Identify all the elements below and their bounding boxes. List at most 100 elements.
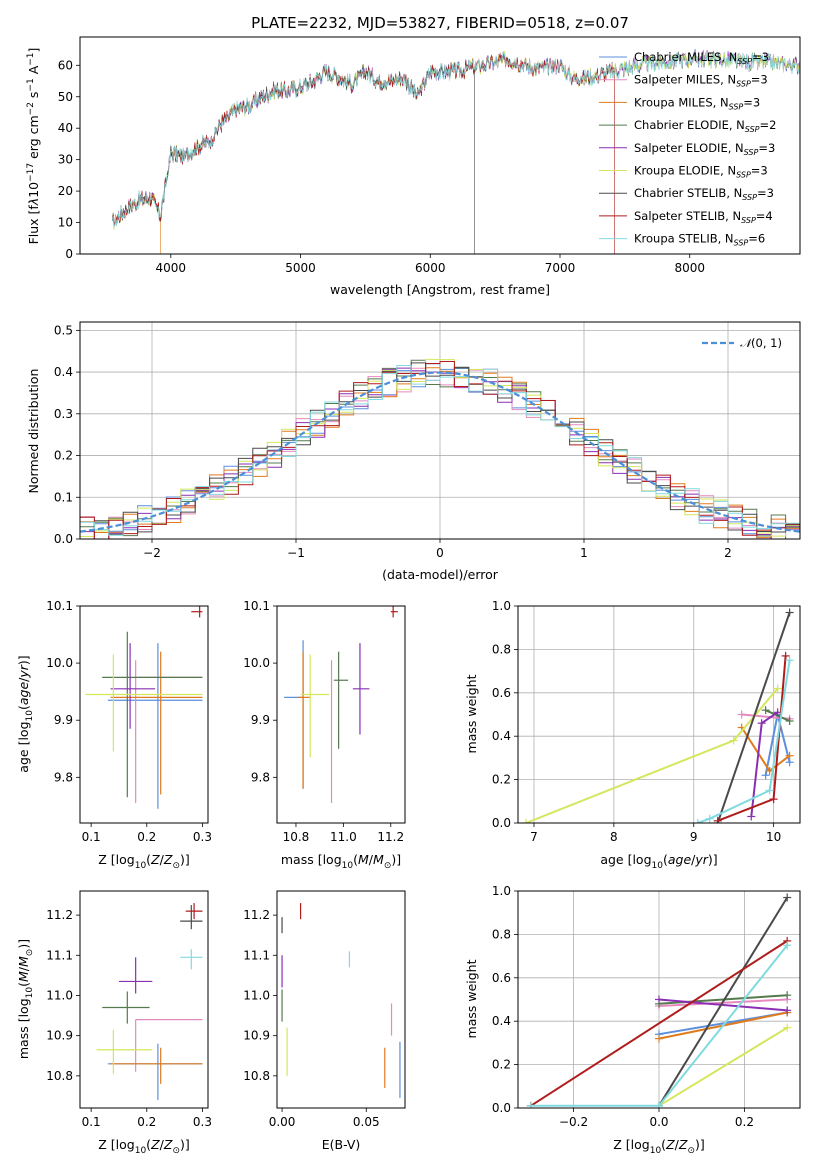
weight-z-ylabel: mass weight bbox=[464, 959, 479, 1038]
y-tick-label: 30 bbox=[58, 153, 73, 167]
y-tick-label: 11.1 bbox=[46, 948, 73, 962]
legend-value: =3 bbox=[751, 73, 768, 87]
x-tick-label: 0.3 bbox=[193, 830, 212, 844]
y-tick-label: 0.2 bbox=[54, 449, 73, 463]
age-mass-xlabel: mass [log10(M/M⊙)] bbox=[281, 852, 401, 871]
y-tick-label: 1.0 bbox=[492, 599, 511, 613]
mass-z-xlabel: Z [log10(Z/Z⊙)] bbox=[98, 1137, 190, 1156]
x-tick-label: 7000 bbox=[545, 261, 576, 275]
y-tick-label: 60 bbox=[58, 58, 73, 72]
spectrum-series-line bbox=[112, 192, 161, 254]
x-tick-label: 0 bbox=[436, 546, 444, 560]
y-tick-label: 9.8 bbox=[54, 770, 73, 784]
age-z-xlabel: Z [log10(Z/Z⊙)] bbox=[98, 852, 190, 871]
spectrum-series-line bbox=[112, 52, 615, 254]
panel-age-vs-metallicity: 0.1 0.2 0.39.89.910.010.1 Z [log10(Z/Z⊙)] … bbox=[16, 599, 212, 871]
x-tick-label: 0.2 bbox=[137, 830, 156, 844]
legend-subscript: SSP bbox=[741, 216, 756, 225]
x-tick-label: 0.1 bbox=[82, 830, 101, 844]
panel-residuals: −2 −1 0 1 2 0.0 0.1 0.2 0.3 0.4 0.5 (data-model)/e… bbox=[26, 321, 801, 582]
x-tick-label: 0.2 bbox=[735, 1115, 754, 1129]
spectrum-frame bbox=[79, 36, 801, 255]
y-tick-label: 0.5 bbox=[54, 323, 73, 337]
spectrum-xlabel: wavelength [Angstrom, rest frame] bbox=[330, 282, 550, 297]
weight-series-line bbox=[530, 940, 788, 1107]
legend-value: =3 bbox=[751, 164, 768, 178]
y-tick-label: 10.9 bbox=[46, 1029, 73, 1043]
spectrum-legend: Chabrier MILES, NSSP=3 Salpeter MILES, NS… bbox=[599, 50, 776, 248]
legend-label: Salpeter ELODIE, NSSP=3 bbox=[634, 141, 775, 157]
y-tick-label: 0 bbox=[65, 247, 73, 261]
plot-area bbox=[281, 903, 401, 1098]
y-tick-label: 10.1 bbox=[243, 599, 270, 613]
y-tick-label: 0.0 bbox=[492, 816, 511, 830]
residuals-frame bbox=[79, 321, 801, 540]
panel-mass-vs-metallicity: 0.1 0.2 0.3 10.8 10.9 11.0 11.1 11.2 Z [log10(Z… bbox=[16, 890, 212, 1156]
y-tick-label: 11.1 bbox=[243, 948, 270, 962]
x-tick-label: −2 bbox=[143, 546, 161, 560]
legend-subscript: SSP bbox=[737, 57, 752, 66]
y-tick-label: 0.1 bbox=[54, 490, 73, 504]
x-tick-label: 0.3 bbox=[193, 1115, 212, 1129]
y-tick-label: 50 bbox=[58, 90, 73, 104]
y-tick-label: 10.0 bbox=[46, 656, 73, 670]
plot-area bbox=[526, 893, 792, 1108]
legend-value: =3 bbox=[752, 50, 769, 64]
x-tick-label: 5000 bbox=[285, 261, 316, 275]
mass-ebv-xlabel: E(B-V) bbox=[322, 1137, 361, 1152]
legend-subscript: SSP bbox=[734, 239, 749, 248]
y-tick-label: 10.1 bbox=[46, 599, 73, 613]
x-tick-label: 11.2 bbox=[377, 830, 404, 844]
residual-histogram bbox=[80, 362, 800, 539]
legend-subscript: SSP bbox=[736, 80, 751, 89]
x-tick-label: 0.2 bbox=[137, 1115, 156, 1129]
legend-value: =3 bbox=[743, 95, 760, 109]
y-tick-label: 0.6 bbox=[492, 686, 511, 700]
plot-area bbox=[284, 606, 398, 804]
y-tick-label: 10 bbox=[58, 216, 73, 230]
legend-value: =2 bbox=[760, 118, 777, 132]
mass-z-frame bbox=[79, 890, 209, 1109]
x-tick-label: 10.8 bbox=[283, 830, 310, 844]
legend-label: Kroupa ELODIE, NSSP=3 bbox=[634, 164, 768, 180]
weight-age-ylabel: mass weight bbox=[464, 674, 479, 753]
y-tick-label: 20 bbox=[58, 184, 73, 198]
y-tick-label: 10.9 bbox=[243, 1029, 270, 1043]
weight-series-line bbox=[716, 612, 791, 823]
legend-label: Chabrier MILES, NSSP=3 bbox=[634, 50, 769, 66]
y-tick-label: 0.0 bbox=[492, 1101, 511, 1115]
legend-value: =4 bbox=[756, 209, 773, 223]
weight-z-xlabel: Z [log10(Z/Z⊙)] bbox=[613, 1137, 705, 1156]
legend-label: Salpeter STELIB, NSSP=4 bbox=[634, 209, 773, 225]
residual-histogram bbox=[80, 361, 800, 539]
y-tick-label: 0.3 bbox=[54, 407, 73, 421]
weight-z-frame bbox=[517, 890, 801, 1109]
panel-spectrum: PLATE=2232, MJD=53827, FIBERID=0518, z=0… bbox=[26, 14, 801, 297]
spectrum-series-line bbox=[112, 50, 800, 228]
normal-curve bbox=[80, 371, 800, 533]
legend-label: Kroupa MILES, NSSP=3 bbox=[634, 95, 760, 111]
y-tick-label: 10.0 bbox=[243, 656, 270, 670]
y-tick-label: 0.4 bbox=[492, 1014, 511, 1028]
legend-subscript: SSP bbox=[729, 102, 744, 111]
legend-subscript: SSP bbox=[744, 148, 759, 157]
residual-histogram bbox=[80, 363, 800, 539]
y-tick-label: 0.2 bbox=[492, 1058, 511, 1072]
y-tick-label: 10.8 bbox=[46, 1069, 73, 1083]
x-tick-label: 10 bbox=[766, 830, 781, 844]
panel-mass-weight-vs-age: 7 8 9 10 0.0 0.2 0.4 0.6 0.8 1.0 age [log10(age/y… bbox=[464, 599, 801, 871]
weight-age-frame bbox=[517, 605, 801, 824]
legend-label: Kroupa STELIB, NSSP=6 bbox=[634, 232, 765, 248]
mass-z-ylabel: mass [log10(M/M⊙)] bbox=[16, 939, 35, 1059]
legend-value: =6 bbox=[748, 232, 765, 246]
plot-area bbox=[80, 358, 800, 539]
age-z-ylabel: age [log10(age/yr)] bbox=[16, 655, 35, 772]
y-tick-label: 0.4 bbox=[54, 365, 73, 379]
x-tick-label: −0.2 bbox=[559, 1115, 588, 1129]
x-tick-label: 11.0 bbox=[330, 830, 357, 844]
x-tick-label: 8000 bbox=[674, 261, 705, 275]
x-tick-label: 9 bbox=[690, 830, 698, 844]
y-tick-label: 10.8 bbox=[243, 1069, 270, 1083]
legend-label: Chabrier STELIB, NSSP=3 bbox=[634, 186, 774, 202]
legend-label: Salpeter MILES, NSSP=3 bbox=[634, 73, 768, 89]
